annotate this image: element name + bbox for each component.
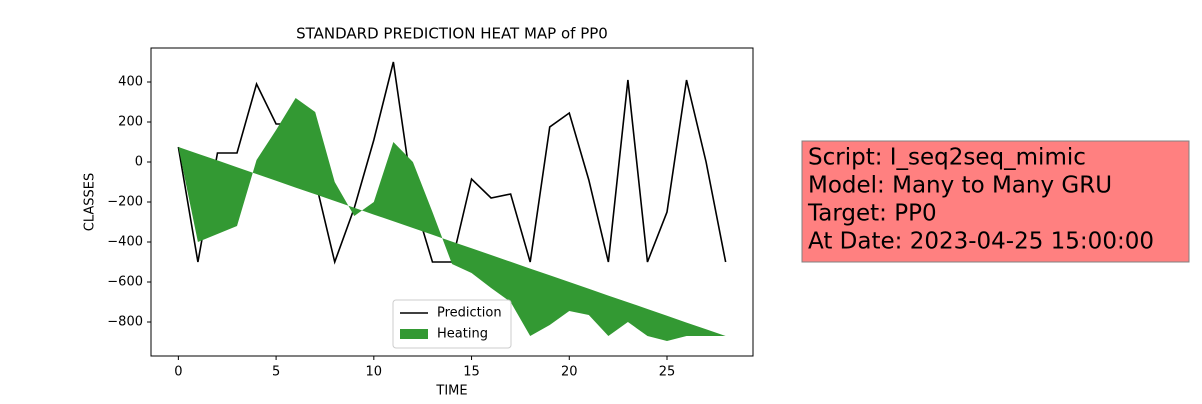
legend-swatch [400, 329, 428, 339]
y-tick-label: 200 [118, 115, 143, 130]
y-tick-label: 400 [118, 75, 143, 90]
chart-title: STANDARD PREDICTION HEAT MAP of PP0 [296, 25, 608, 43]
legend-label: Prediction [437, 306, 502, 321]
x-tick-label: 15 [463, 365, 480, 380]
x-tick-label: 10 [366, 365, 383, 380]
legend-label: Heating [437, 327, 488, 342]
x-axis-label: TIME [435, 384, 467, 399]
x-tick-label: 5 [272, 365, 280, 380]
info-box [801, 140, 1190, 263]
info-line: Model: Many to Many GRU [808, 173, 1112, 199]
x-tick-label: 20 [561, 365, 578, 380]
legend: Prediction Heating [392, 299, 512, 349]
info-line: Target: PP0 [807, 201, 937, 227]
area [178, 98, 726, 341]
info-line: At Date: 2023-04-25 15:00:00 [808, 229, 1154, 255]
y-tick-label: −600 [107, 275, 143, 290]
y-tick-label: −400 [107, 235, 143, 250]
y-tick-label: −800 [107, 315, 143, 330]
info-line: Script: I_seq2seq_mimic [808, 145, 1086, 171]
x-tick-label: 25 [659, 365, 676, 380]
y-tick-label: −200 [107, 195, 143, 210]
y-axis-label: CLASSES [83, 173, 98, 231]
x-tick-label: 0 [174, 365, 182, 380]
y-tick-label: 0 [135, 155, 143, 170]
